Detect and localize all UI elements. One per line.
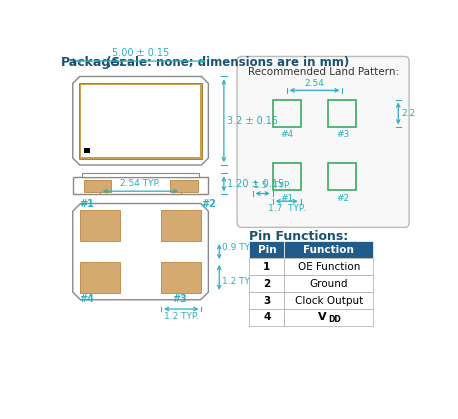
Text: #2: #2 — [336, 194, 349, 202]
Bar — [73, 177, 208, 194]
Text: 2.2: 2.2 — [401, 109, 415, 118]
Bar — [284, 309, 373, 326]
Text: 3.2 ± 0.15: 3.2 ± 0.15 — [227, 116, 278, 126]
Text: 0.9 TYP.: 0.9 TYP. — [222, 243, 257, 252]
Text: OE Function: OE Function — [298, 261, 360, 272]
FancyBboxPatch shape — [237, 57, 409, 228]
Bar — [273, 163, 300, 190]
Bar — [328, 100, 356, 127]
Text: 2.54 TYP.: 2.54 TYP. — [120, 179, 161, 188]
Bar — [284, 241, 373, 258]
Text: 4: 4 — [263, 313, 271, 323]
Text: #1: #1 — [80, 199, 95, 209]
Text: 1: 1 — [263, 261, 271, 272]
Text: Clock Output: Clock Output — [295, 295, 363, 305]
Bar — [161, 210, 202, 241]
Bar — [82, 173, 199, 177]
Text: Ground: Ground — [310, 279, 348, 289]
Text: 1.5  TYP.: 1.5 TYP. — [252, 181, 290, 190]
Text: #4: #4 — [80, 295, 95, 304]
Text: #3: #3 — [336, 130, 349, 140]
Text: Recommended Land Pattern:: Recommended Land Pattern: — [247, 67, 398, 77]
Text: (Scale: none; dimensions are in mm): (Scale: none; dimensions are in mm) — [102, 56, 349, 69]
Text: 1.2 TYP.: 1.2 TYP. — [164, 312, 199, 321]
Bar — [328, 163, 356, 190]
Text: 1.7  TYP.: 1.7 TYP. — [268, 204, 305, 213]
Bar — [250, 292, 284, 309]
Bar — [273, 100, 300, 127]
Bar — [84, 180, 111, 192]
Bar — [80, 262, 120, 293]
Polygon shape — [73, 204, 208, 300]
Bar — [161, 262, 202, 293]
Text: 2: 2 — [263, 279, 271, 289]
Bar — [80, 210, 120, 241]
Text: 1.20 ± 0.15: 1.20 ± 0.15 — [227, 179, 284, 189]
Text: Function: Function — [304, 245, 354, 255]
Text: DD: DD — [328, 315, 341, 323]
Bar — [284, 258, 373, 275]
Bar — [250, 258, 284, 275]
Text: #4: #4 — [280, 130, 293, 140]
Text: V: V — [318, 312, 327, 322]
Bar — [84, 148, 90, 153]
Bar — [81, 85, 200, 157]
Bar — [284, 275, 373, 292]
Polygon shape — [73, 76, 208, 165]
Bar — [79, 83, 202, 159]
Text: 2.54: 2.54 — [305, 79, 324, 88]
Bar — [250, 309, 284, 326]
Text: 1.2 TYP.: 1.2 TYP. — [222, 277, 257, 286]
Text: Package:: Package: — [61, 56, 125, 69]
Text: Pin: Pin — [257, 245, 276, 255]
Text: #1: #1 — [280, 194, 293, 202]
Bar — [284, 292, 373, 309]
Text: 5.00 ± 0.15: 5.00 ± 0.15 — [112, 48, 169, 58]
Bar — [250, 275, 284, 292]
Bar — [170, 180, 197, 192]
Bar — [250, 241, 284, 258]
Text: #2: #2 — [202, 199, 216, 209]
Text: #3: #3 — [173, 295, 188, 304]
Text: 3: 3 — [263, 295, 271, 305]
Text: Pin Functions:: Pin Functions: — [250, 230, 349, 243]
